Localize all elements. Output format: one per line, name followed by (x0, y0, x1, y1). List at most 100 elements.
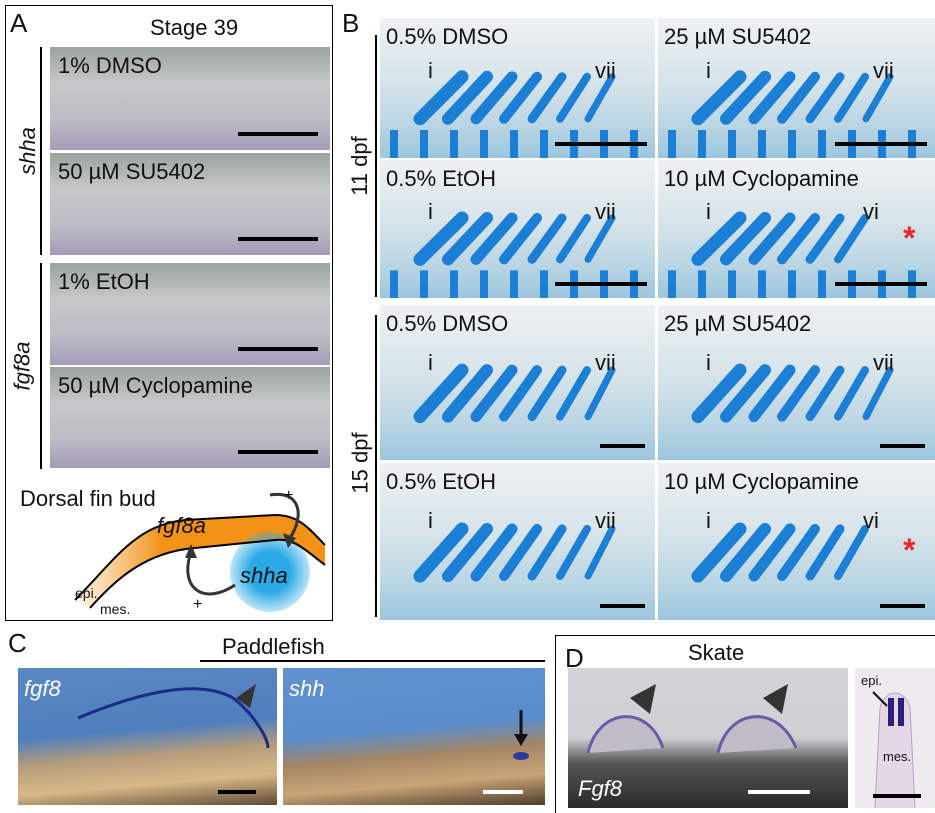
ray-label: vi (863, 508, 879, 534)
scale-bar (238, 347, 318, 351)
ray-label: i (706, 58, 711, 83)
ray-label: vi (863, 199, 879, 225)
layer-label: mes. (100, 601, 131, 617)
image-label: 0.5% DMSO (386, 24, 509, 49)
panel-letter: B (342, 8, 360, 38)
scale-bar (238, 237, 318, 241)
image-label: shh (289, 676, 325, 701)
ray-label: i (706, 349, 711, 375)
gene-label: shha (240, 563, 288, 588)
ray-label: i (706, 199, 711, 225)
photo: 50 µM SU5402 (50, 153, 330, 255)
ray-label: i (428, 58, 433, 83)
image-label: fgf8 (24, 676, 61, 701)
ray-label: i (428, 199, 433, 225)
outline (74, 513, 326, 601)
layer-label: epi. (75, 585, 98, 601)
scale-bar (880, 444, 925, 448)
scale-bar (238, 450, 318, 454)
cartilage (691, 363, 894, 424)
scale-bar (835, 282, 927, 286)
panel-letter: D (565, 643, 584, 673)
panel-title: Stage 39 (150, 15, 239, 40)
row-bracket (375, 315, 377, 617)
image-label: 25 µM SU5402 (664, 24, 812, 49)
ray-label: i (706, 508, 711, 534)
outline (89, 538, 326, 609)
panel-d-frame (555, 635, 935, 813)
image-label: 50 µM SU5402 (58, 159, 206, 184)
ray-label: vii (595, 58, 616, 83)
image-label: 0.5% DMSO (386, 311, 509, 336)
row-bracket (40, 47, 42, 255)
diagram (74, 492, 326, 612)
diagram-title: Dorsal fin bud (20, 486, 156, 511)
cartilage (413, 522, 616, 583)
scale-bar (880, 604, 925, 608)
scale-bar (483, 790, 523, 794)
image-label: 10 µM Cyclopamine (664, 166, 859, 191)
row-bracket (40, 263, 42, 469)
inset-label: mes. (883, 749, 912, 764)
panel-title: Skate (688, 640, 745, 665)
photo: 1% DMSO (50, 47, 330, 150)
photo: Fgf8 (568, 668, 848, 808)
photo: shh (283, 668, 545, 805)
image-label: 0.5% EtOH (386, 469, 497, 494)
image-label: 1% DMSO (58, 53, 162, 78)
photo: 10 µM Cyclopamine i vi * (658, 160, 935, 298)
arrow (186, 554, 236, 596)
image-label: 1% EtOH (58, 269, 150, 294)
cartilage (413, 363, 616, 424)
scale-bar (555, 142, 647, 146)
scale-bar (873, 794, 921, 798)
ray-label: vii (873, 349, 894, 375)
photo: fgf8 (18, 668, 277, 805)
row-bracket (375, 35, 377, 297)
stain (872, 691, 916, 808)
scale-bar (748, 790, 810, 794)
ray-label: i (428, 508, 433, 534)
row-label: 11 dpf (346, 136, 372, 196)
photo: 50 µM Cyclopamine (50, 367, 330, 468)
image-label: 50 µM Cyclopamine (58, 373, 253, 398)
scale-bar (835, 142, 927, 146)
ray-label: vii (595, 349, 616, 375)
photo: 10 µM Cyclopamine i vi * (658, 463, 935, 620)
scale-bar (238, 132, 318, 136)
image-label: Fgf8 (578, 776, 623, 801)
arrow-head (185, 544, 197, 558)
photo: 0.5% DMSO i vii (380, 18, 655, 158)
arrow-head (283, 533, 296, 548)
photo: 0.5% EtOH i vii (380, 160, 655, 298)
photo: 25 µM SU5402 i vii (658, 305, 935, 460)
sign: + (193, 596, 203, 613)
panel-a-frame (5, 5, 333, 621)
photo: 0.5% EtOH i vii (380, 463, 655, 620)
marker: * (903, 531, 916, 568)
image-label: 0.5% EtOH (386, 166, 497, 191)
ray-label: vii (873, 58, 894, 83)
photo: epi. mes. (855, 668, 935, 808)
ray-label: vii (595, 508, 616, 534)
ray-label: vii (595, 199, 616, 225)
row-label: shha (14, 127, 40, 175)
scale-bar (218, 790, 256, 794)
row-label: 15 dpf (347, 432, 373, 494)
panel-letter: C (8, 628, 27, 658)
scale-bar (555, 282, 647, 286)
scale-bar (600, 444, 645, 448)
stain (513, 710, 529, 760)
photo: 25 µM SU5402 i vii (658, 18, 935, 158)
cartilage (390, 70, 638, 158)
image-label: 10 µM Cyclopamine (664, 469, 859, 494)
photo: 1% EtOH (50, 263, 330, 365)
stain (586, 684, 798, 754)
sign: + (284, 487, 294, 504)
gene-label: fgf8a (157, 513, 206, 538)
marker: * (903, 220, 916, 257)
scale-bar (600, 604, 645, 608)
stain (77, 684, 270, 749)
image-label: 25 µM SU5402 (664, 311, 812, 336)
